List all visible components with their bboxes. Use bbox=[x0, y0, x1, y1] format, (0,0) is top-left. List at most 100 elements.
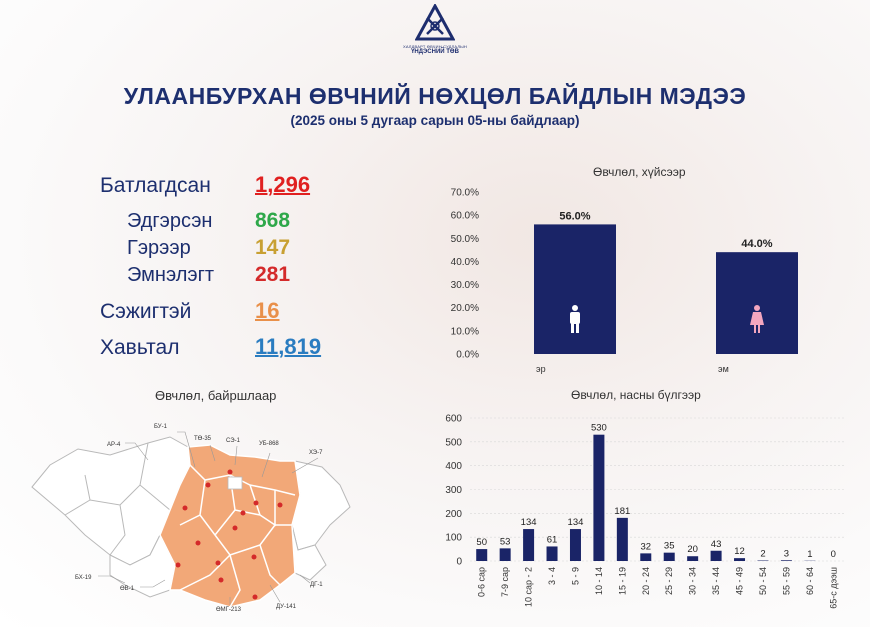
stat-contact-label: Хавьтал bbox=[100, 336, 180, 359]
gender-value-label: 56.0% bbox=[559, 210, 590, 222]
male-icon bbox=[570, 305, 580, 333]
age-bar bbox=[640, 553, 652, 561]
stat-suspected-value: 16 bbox=[255, 298, 280, 323]
age-value-label: 530 bbox=[591, 423, 607, 434]
age-category-label: 15 - 19 bbox=[617, 567, 627, 595]
age-bar bbox=[476, 549, 488, 561]
gender-ytick: 30.0% bbox=[451, 280, 479, 291]
map-label-umg: ӨМГ-213 bbox=[216, 607, 242, 613]
stat-home: Гэрээр 147 bbox=[127, 236, 290, 260]
logo-text-line2: ҮНДЭСНИЙ ТӨВ bbox=[411, 49, 459, 55]
gender-ytick: 50.0% bbox=[451, 234, 479, 245]
age-category-label: 5 - 9 bbox=[570, 567, 580, 585]
age-bar bbox=[569, 529, 581, 561]
map-title: Өвчлөл, байршлаар bbox=[155, 388, 277, 403]
age-value-label: 134 bbox=[521, 517, 537, 528]
map-label-to: ТӨ-35 bbox=[194, 436, 212, 442]
age-category-label: 50 - 54 bbox=[758, 567, 768, 595]
age-bar bbox=[593, 434, 605, 561]
gender-value-label: 44.0% bbox=[741, 238, 772, 250]
page-subtitle: (2025 оны 5 дугаар сарын 05-ны байдлаар) bbox=[290, 113, 580, 128]
stat-contact-value: 11,819 bbox=[255, 334, 322, 359]
age-value-label: 3 bbox=[784, 548, 789, 559]
female-icon bbox=[750, 305, 764, 333]
age-category-label: 7-9 сар bbox=[500, 567, 510, 597]
stat-recovered-value: 868 bbox=[255, 209, 291, 232]
age-category-label: 30 - 34 bbox=[688, 567, 698, 595]
stat-confirmed-label: Батлагдсан bbox=[100, 174, 211, 197]
age-value-label: 53 bbox=[500, 536, 511, 547]
age-value-label: 20 bbox=[687, 544, 698, 555]
map-label-bu: БУ-1 bbox=[154, 424, 168, 430]
age-bar bbox=[710, 550, 722, 561]
map-region-east bbox=[291, 460, 351, 551]
age-value-label: 32 bbox=[640, 541, 651, 552]
mongolia-map: БУ-1 ТӨ-35 СЭ-1 УБ-868 ХЭ-7 АР-4 БХ-19 Ө… bbox=[31, 424, 351, 613]
age-bar bbox=[780, 560, 792, 561]
age-bar bbox=[687, 556, 699, 561]
age-category-label: 0-6 сар bbox=[477, 567, 487, 597]
age-category-label: 55 - 59 bbox=[781, 567, 791, 595]
gender-category-label: эр bbox=[536, 364, 546, 374]
stat-confirmed: Батлагдсан 1,296 bbox=[100, 172, 310, 198]
logo: ХАЛДВАРТ ӨВЧИН СУДЛАЛЫН ҮНДЭСНИЙ ТӨВ bbox=[395, 4, 475, 66]
age-ytick: 600 bbox=[445, 414, 462, 425]
gender-ytick: 60.0% bbox=[451, 211, 479, 222]
age-category-label: 45 - 49 bbox=[735, 567, 745, 595]
gender-ytick: 20.0% bbox=[451, 303, 479, 314]
map-label-ar: АР-4 bbox=[107, 442, 121, 448]
age-ytick: 300 bbox=[445, 485, 462, 496]
age-value-label: 50 bbox=[476, 537, 487, 548]
gender-bar-эм bbox=[716, 252, 798, 354]
age-bar bbox=[663, 552, 675, 561]
gender-bar-эр bbox=[534, 224, 616, 354]
map-affected-region bbox=[159, 444, 301, 608]
gender-category-label: эм bbox=[718, 364, 729, 374]
stat-suspected: Сэжигтэй 16 bbox=[100, 298, 279, 324]
map-label-khe: ХЭ-7 bbox=[309, 450, 323, 456]
age-ytick: 500 bbox=[445, 437, 462, 448]
age-bar bbox=[616, 517, 628, 561]
ncid-logo-icon bbox=[415, 4, 455, 41]
age-chart-title: Өвчлөл, насны бүлгээр bbox=[571, 388, 701, 402]
map-label-uv: ӨВ-1 bbox=[120, 586, 135, 592]
stat-contact: Хавьтал 11,819 bbox=[100, 334, 321, 360]
stat-hospital-label: Эмнэлэгт bbox=[127, 264, 215, 286]
gender-chart: 0.0% 10.0% 20.0% 30.0% 40.0% 50.0% 60.0% 70.0% 5… bbox=[451, 188, 798, 374]
age-bar bbox=[523, 529, 535, 561]
stat-recovered-label: Эдгэрсэн bbox=[127, 210, 213, 232]
age-category-label: 10 - 14 bbox=[594, 567, 604, 595]
age-bar bbox=[734, 558, 746, 561]
stat-hospital-value: 281 bbox=[255, 263, 291, 286]
age-value-label: 181 bbox=[614, 506, 630, 517]
map-label-du: ДУ-141 bbox=[276, 604, 297, 610]
map-label-ub: УБ-868 bbox=[259, 441, 279, 447]
age-value-label: 134 bbox=[568, 517, 584, 528]
age-ytick: 100 bbox=[445, 533, 462, 544]
age-ytick: 200 bbox=[445, 509, 462, 520]
gender-ytick: 0.0% bbox=[456, 350, 479, 361]
age-ytick: 0 bbox=[456, 557, 462, 568]
age-category-label: 20 - 24 bbox=[641, 567, 651, 595]
age-category-label: 60 - 64 bbox=[805, 567, 815, 595]
age-value-label: 0 bbox=[831, 549, 836, 560]
logo-text-line1: ХАЛДВАРТ ӨВЧИН СУДЛАЛЫН bbox=[402, 44, 467, 49]
age-category-label: 35 - 44 bbox=[711, 567, 721, 595]
age-value-label: 1 bbox=[807, 549, 812, 560]
age-bar bbox=[499, 548, 511, 561]
page-title: УЛААНБУРХАН ӨВЧНИЙ НӨХЦӨЛ БАЙДЛЫН МЭДЭЭ bbox=[123, 83, 747, 109]
map-label-dg: ДГ-1 bbox=[310, 582, 323, 588]
age-category-label: 10 сар - 2 bbox=[524, 567, 534, 607]
age-category-label: 3 - 4 bbox=[547, 567, 557, 585]
age-value-label: 43 bbox=[711, 539, 722, 550]
gender-ytick: 40.0% bbox=[451, 257, 479, 268]
gender-chart-title: Өвчлөл, хүйсээр bbox=[593, 165, 686, 179]
age-category-label: 65-с дээш bbox=[828, 567, 838, 609]
stat-suspected-label: Сэжигтэй bbox=[100, 300, 192, 323]
stat-confirmed-value: 1,296 bbox=[255, 172, 311, 197]
age-value-label: 35 bbox=[664, 541, 675, 552]
stat-recovered: Эдгэрсэн 868 bbox=[127, 209, 290, 233]
age-value-label: 12 bbox=[734, 546, 745, 557]
gender-ytick: 10.0% bbox=[451, 326, 479, 337]
